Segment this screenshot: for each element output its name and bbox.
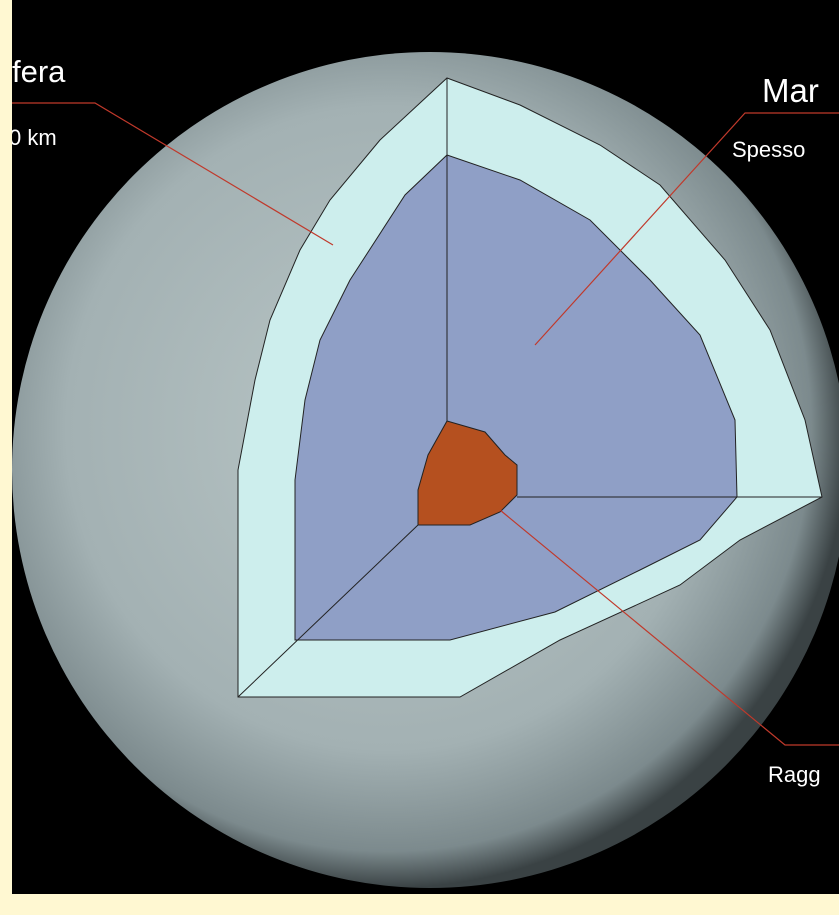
leader-line (12, 102, 334, 246)
label-detail: 0 km (9, 125, 57, 150)
label-detail: Spesso (732, 137, 805, 162)
leader-line (534, 112, 839, 346)
label-title: Mar (762, 72, 819, 109)
edge (237, 524, 419, 698)
label-title: fera (12, 54, 66, 89)
image-area: fera 0 km Mar Spesso Ragg (9, 0, 839, 894)
label-detail: Ragg (768, 762, 821, 787)
leader-line (499, 509, 839, 746)
core (417, 420, 518, 526)
